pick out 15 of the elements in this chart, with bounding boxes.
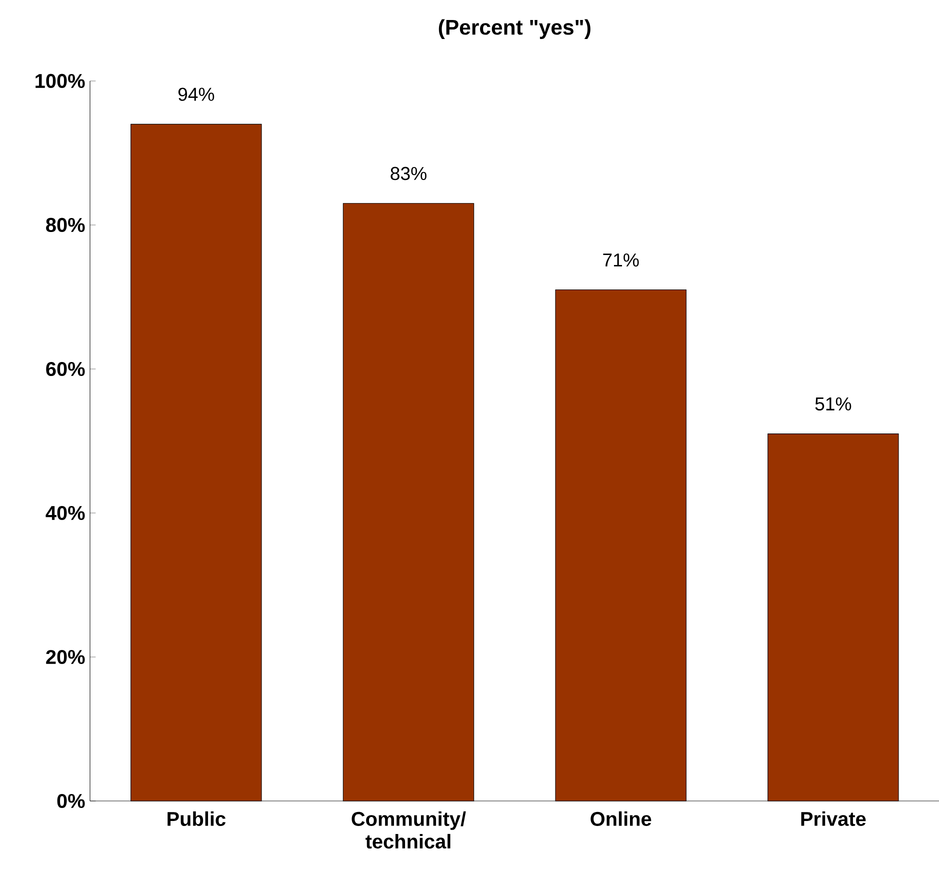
x-tick-label: Community/ technical xyxy=(352,811,466,849)
y-tick-label: 40% xyxy=(46,506,85,520)
data-label: 94% xyxy=(178,88,214,101)
y-tick-label: 100% xyxy=(36,74,85,88)
y-tick-label: 20% xyxy=(46,650,85,664)
x-tick-label: Online xyxy=(590,811,652,826)
data-label: 83% xyxy=(390,166,426,180)
x-tick-label: Private xyxy=(801,811,866,826)
y-tick-label: 0% xyxy=(57,794,85,808)
y-tick-label: 60% xyxy=(46,362,85,376)
chart-title: (Percent "yes") xyxy=(438,19,590,39)
y-tick-label: 80% xyxy=(46,218,85,232)
data-label: 51% xyxy=(815,397,852,411)
data-label: 71% xyxy=(603,253,639,266)
x-tick-label: Public xyxy=(168,811,226,826)
